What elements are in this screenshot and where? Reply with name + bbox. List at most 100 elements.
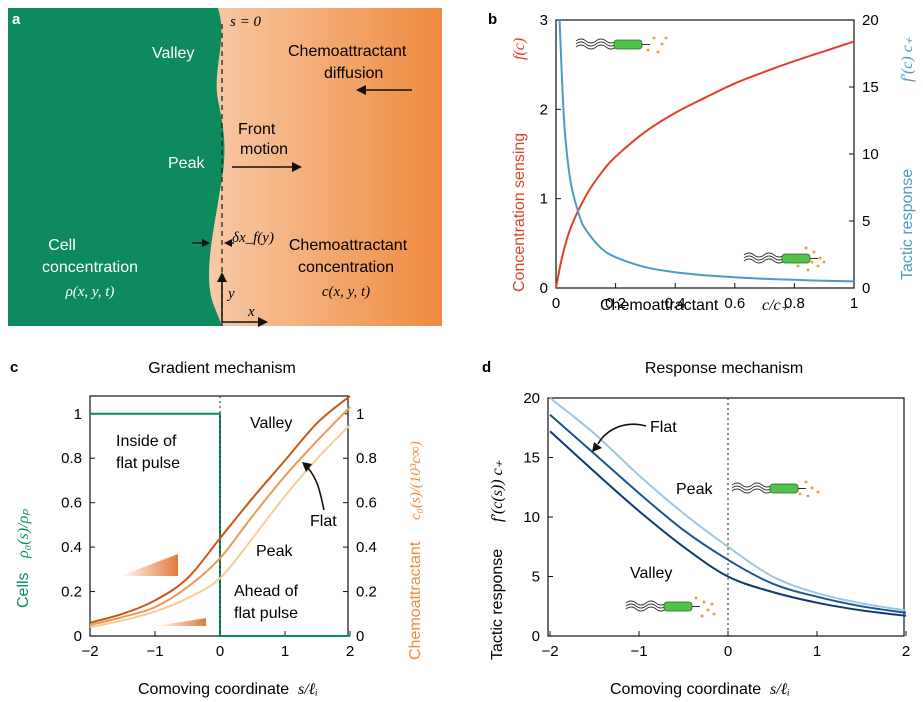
xaxis-c-tick-label: 0 xyxy=(216,643,224,660)
yaxis-d-tick-label: 15 xyxy=(523,450,540,467)
xaxis-b-tick-label: 1 xyxy=(850,295,858,312)
xaxis-d-tick-label: 1 xyxy=(813,643,821,660)
bacterium-icon-bottom xyxy=(744,253,818,263)
series-line-tactic-response xyxy=(560,20,854,281)
yaxis-left-c-tick-label: 0.4 xyxy=(61,539,82,556)
xaxis-d-tick-label: −2 xyxy=(541,643,558,660)
xlabel-math-d: s/ℓᵢ xyxy=(770,681,790,698)
ylabel-d: Tactic response xyxy=(489,549,506,660)
inside-label-2: flat pulse xyxy=(116,455,180,472)
yaxis-left-c-tick-label: 0.6 xyxy=(61,495,82,512)
ylabel-right-math-c: c₀(s)/(10³c∞) xyxy=(408,441,424,520)
yaxis-left-b-tick-label: 1 xyxy=(540,191,548,208)
valley-label-a: Valley xyxy=(152,45,194,62)
xlabel-d: Comoving coordinate xyxy=(610,681,761,698)
yaxis-right-b-tick-label: 0 xyxy=(862,280,870,297)
panel-letter-a: a xyxy=(12,11,21,28)
ylabel-left-c: Cells xyxy=(15,572,32,608)
diffusion-label-2: diffusion xyxy=(324,65,383,82)
peak-label-a: Peak xyxy=(168,155,205,172)
yaxis-left-c-tick-label: 0.2 xyxy=(61,584,82,601)
diffusion-label-1: Chemoattractant xyxy=(288,43,407,60)
yaxis-d-tick-label: 5 xyxy=(532,569,540,586)
front-label-1: Front xyxy=(238,121,276,138)
ahead-label-1: Ahead of xyxy=(234,583,299,600)
xaxis-d-tick-label: 2 xyxy=(902,643,910,660)
flat-label-d: Flat xyxy=(650,419,677,436)
yaxis-right-c-tick-label: 1 xyxy=(356,406,364,423)
ylabel-left-b: Concentration sensing xyxy=(511,133,528,292)
panel-c: c Gradient mechanism −2 −1 0 1 2 0 0.2 0.4 0.6 0.… xyxy=(10,359,424,698)
xaxis-d-tick-label: 0 xyxy=(724,643,732,660)
yaxis-right-b-tick-label: 10 xyxy=(862,146,879,163)
flat-arrow-d xyxy=(598,424,646,444)
bacterium-icon-peak xyxy=(732,483,806,493)
yaxis-left-b-tick-label: 2 xyxy=(540,101,548,118)
yaxis-right-c-tick-label: 0.2 xyxy=(356,584,377,601)
flat-label-c: Flat xyxy=(310,513,337,530)
y-axis-label-a: y xyxy=(226,286,235,302)
xaxis-c-tick-label: 2 xyxy=(346,643,354,660)
xlabel-math-b: c/c₊ xyxy=(762,297,790,314)
ylabel-right-math-b: f′(c) c₊ xyxy=(899,36,916,82)
cell-conc-label-1: Cell xyxy=(48,237,76,254)
ylabel-left-math-b: f(c) xyxy=(511,38,528,60)
ylabel-right-b: Tactic response xyxy=(899,169,916,280)
panel-a: a s = 0 Valley Peak Front motion Chemoat… xyxy=(8,8,442,327)
ylabel-math-d: f′(c(s)) c₊ xyxy=(489,459,506,522)
series-line-concentration-sensing xyxy=(556,41,854,288)
panel-letter-c: c xyxy=(10,359,18,376)
x-axis-label-a: x xyxy=(247,304,255,320)
yaxis-d-tick-label: 10 xyxy=(523,509,540,526)
yaxis-left-c-tick-label: 0 xyxy=(74,628,82,645)
chem-conc-label-2: concentration xyxy=(298,259,394,276)
yaxis-right-b-tick-label: 5 xyxy=(862,213,870,230)
gradient-wedge-large xyxy=(120,554,178,576)
flat-arrow-c xyxy=(308,468,324,510)
title-d: Response mechanism xyxy=(645,360,803,377)
yaxis-right-b-tick-label: 20 xyxy=(862,12,879,29)
valley-label-c: Valley xyxy=(250,415,292,432)
title-c: Gradient mechanism xyxy=(148,360,296,377)
delta-x-label: δx_f(y) xyxy=(232,230,274,246)
xaxis-b-tick-label: 0.6 xyxy=(724,295,745,312)
ylabel-left-math-c: ρ₀(s)/ρₚ xyxy=(15,509,32,559)
panel-letter-d: d xyxy=(482,359,491,376)
xaxis-c-tick-label: −2 xyxy=(81,643,98,660)
peak-label-d: Peak xyxy=(676,481,713,498)
panel-letter-b: b xyxy=(488,11,497,28)
yaxis-left-c-tick-label: 0.8 xyxy=(61,450,82,467)
peak-label-c: Peak xyxy=(256,543,293,560)
yaxis-right-c-tick-label: 0.4 xyxy=(356,539,377,556)
rho-label: ρ(x, y, t) xyxy=(65,284,115,300)
xlabel-b: Chemoattractant xyxy=(600,297,719,314)
ticks-d: −2 −1 0 1 205101520 xyxy=(523,390,910,660)
yaxis-d-tick-label: 0 xyxy=(532,628,540,645)
xaxis-c-tick-label: −1 xyxy=(146,643,163,660)
ahead-label-2: flat pulse xyxy=(234,605,298,622)
valley-label-d: Valley xyxy=(630,565,672,582)
chem-conc-label-1: Chemoattractant xyxy=(289,237,408,254)
yaxis-right-b-tick-label: 15 xyxy=(862,79,879,96)
front-label-2: motion xyxy=(240,141,288,158)
xlabel-c: Comoving coordinate xyxy=(138,681,289,698)
xlabel-math-c: s/ℓᵢ xyxy=(298,681,318,698)
yaxis-left-b-tick-label: 3 xyxy=(540,12,548,29)
flat-arrow-head-d xyxy=(592,442,602,452)
xaxis-c-tick-label: 1 xyxy=(281,643,289,660)
yaxis-left-c-tick-label: 1 xyxy=(74,406,82,423)
yaxis-left-b-tick-label: 0 xyxy=(540,280,548,297)
c-xyt-label: c(x, y, t) xyxy=(322,284,370,300)
xaxis-d-tick-label: −1 xyxy=(630,643,647,660)
bacterium-icon-top xyxy=(576,39,650,49)
bacterium-icon-valley xyxy=(626,601,700,611)
gradient-wedge-small xyxy=(156,618,206,626)
ylabel-right-c: Chemoattractant xyxy=(407,541,424,660)
s-zero-label: s = 0 xyxy=(230,14,261,30)
inside-label-1: Inside of xyxy=(116,433,177,450)
yaxis-d-tick-label: 20 xyxy=(523,390,540,407)
